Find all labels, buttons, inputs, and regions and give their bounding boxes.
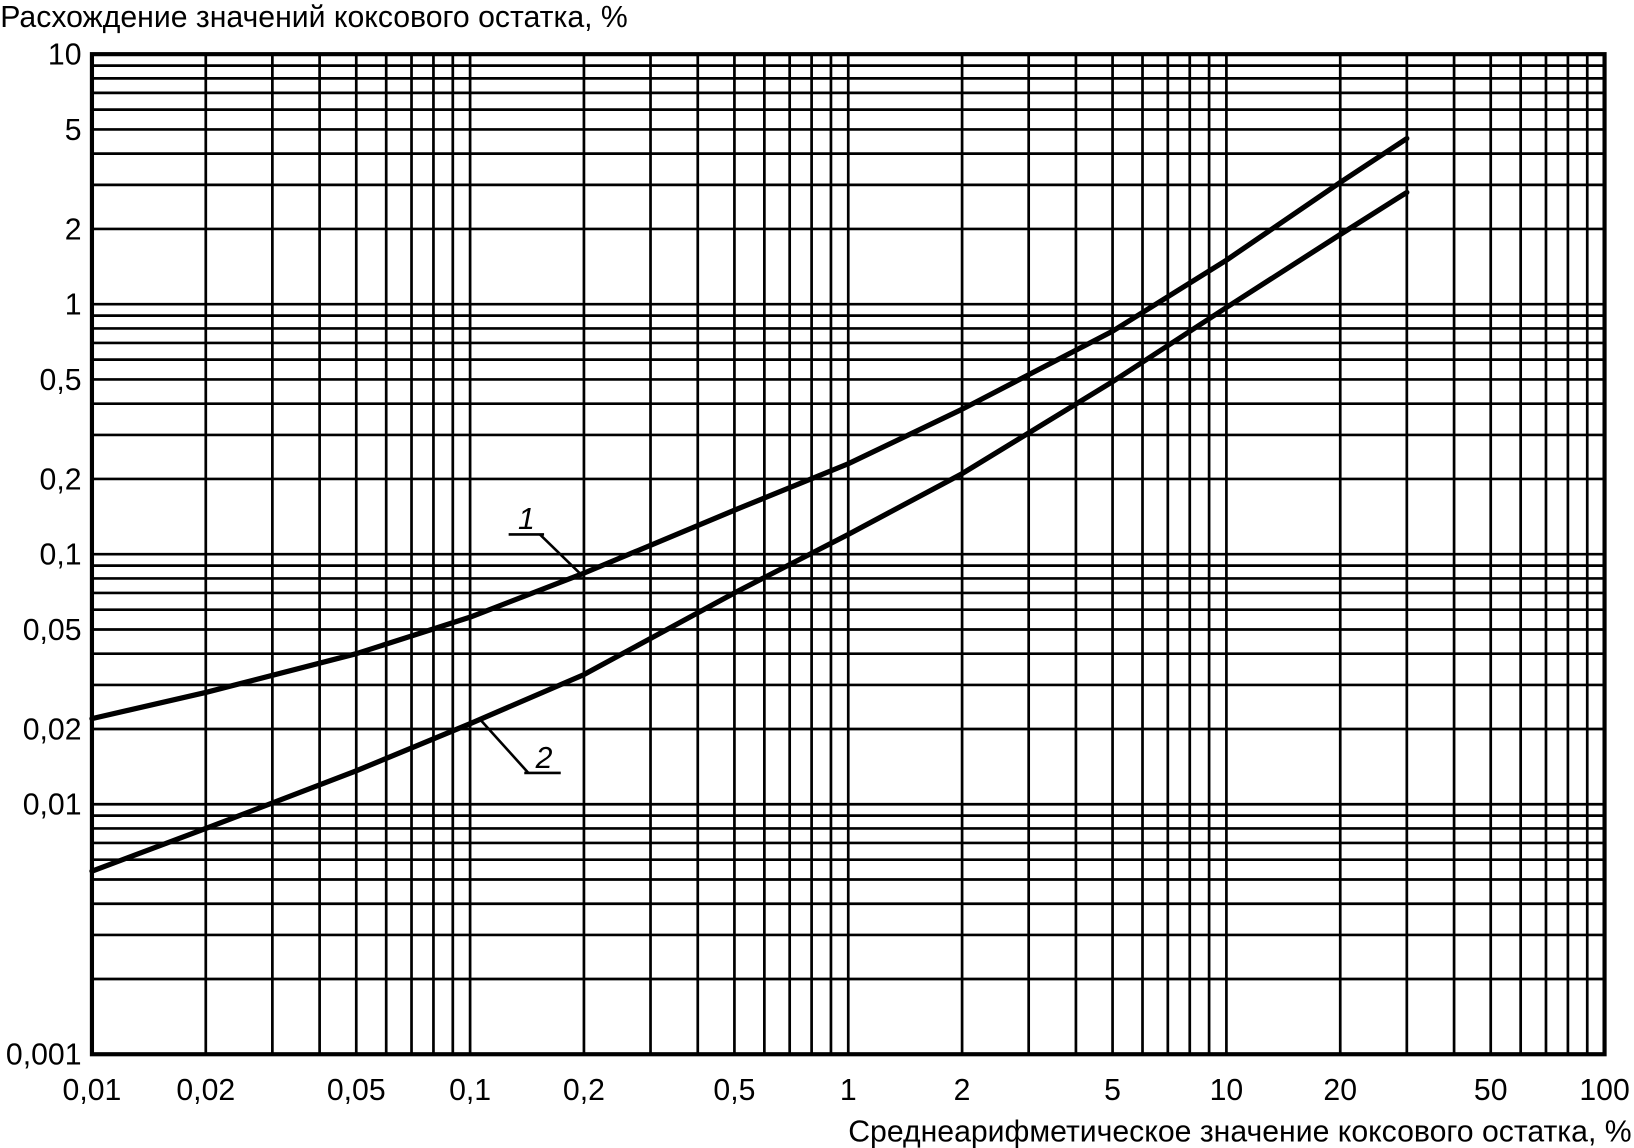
x-tick-label: 100 (1579, 1074, 1629, 1107)
y-tick-label: 0,5 (40, 364, 82, 397)
y-tick-label: 0,1 (40, 539, 82, 572)
curve-label: 2 (535, 742, 553, 775)
x-tick-label: 0,1 (449, 1074, 491, 1107)
y-tick-label: 1 (65, 289, 82, 322)
y-tick-label: 10 (48, 39, 82, 72)
x-tick-label: 20 (1323, 1074, 1357, 1107)
series-line (89, 189, 1410, 874)
y-tick-label: 5 (65, 114, 82, 147)
x-tick-label: 0,2 (563, 1074, 605, 1107)
y-tick-label: 0,01 (23, 789, 82, 822)
x-tick-label: 10 (1210, 1074, 1244, 1107)
x-tick-label: 50 (1474, 1074, 1508, 1107)
y-tick-label: 0,2 (40, 463, 82, 496)
curve-label: 1 (518, 503, 535, 536)
x-tick-label: 1 (840, 1074, 857, 1107)
x-tick-label: 2 (954, 1074, 971, 1107)
x-tick-label: 0,05 (327, 1074, 386, 1107)
x-axis-label: Среднеарифметическое значение коксового … (848, 1116, 1631, 1148)
chart-title: Расхождение значений коксового остатка, … (0, 1, 628, 34)
y-tick-label: 2 (65, 213, 82, 246)
y-tick-label: 0,001 (6, 1039, 82, 1072)
x-tick-label: 0,02 (176, 1074, 235, 1107)
plot-border (89, 52, 1607, 1057)
y-tick-label: 0,05 (23, 614, 82, 647)
series-line (89, 135, 1410, 722)
x-tick-label: 0,5 (713, 1074, 755, 1107)
x-tick-label: 0,01 (63, 1074, 122, 1107)
leader-line (478, 717, 530, 774)
y-tick-label: 0,02 (23, 713, 82, 746)
x-tick-label: 5 (1104, 1074, 1121, 1107)
